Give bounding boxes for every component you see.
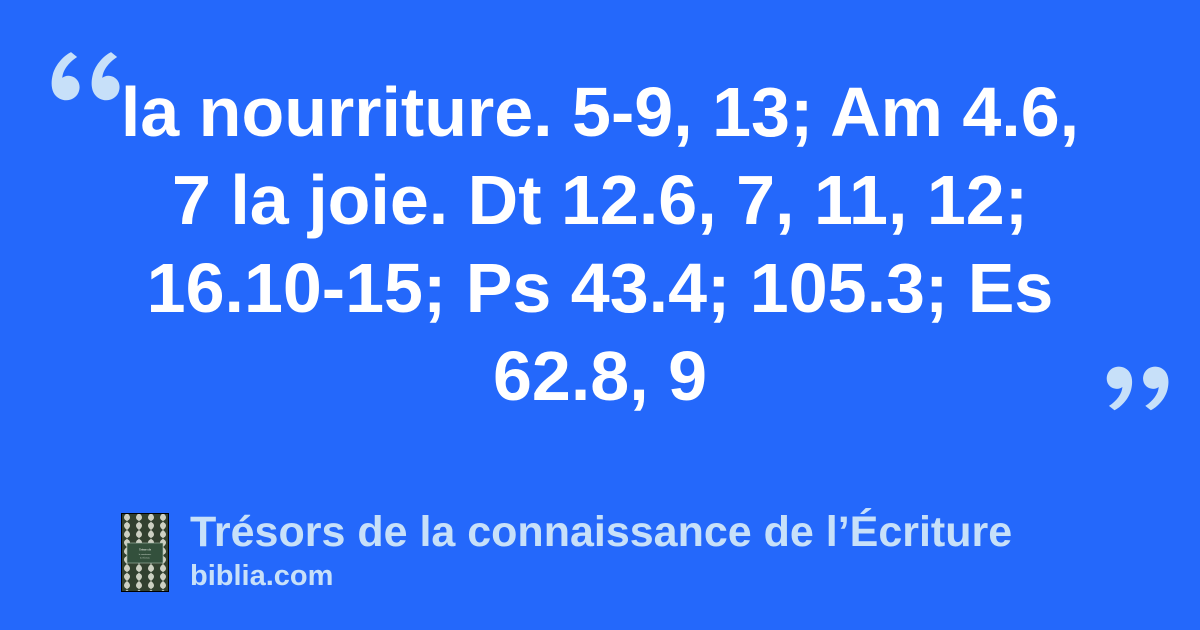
svg-text:Trésors de: Trésors de [139,549,152,552]
svg-text:de l'Écriture: de l'Écriture [140,557,150,560]
svg-text:la connaissance: la connaissance [139,554,152,556]
